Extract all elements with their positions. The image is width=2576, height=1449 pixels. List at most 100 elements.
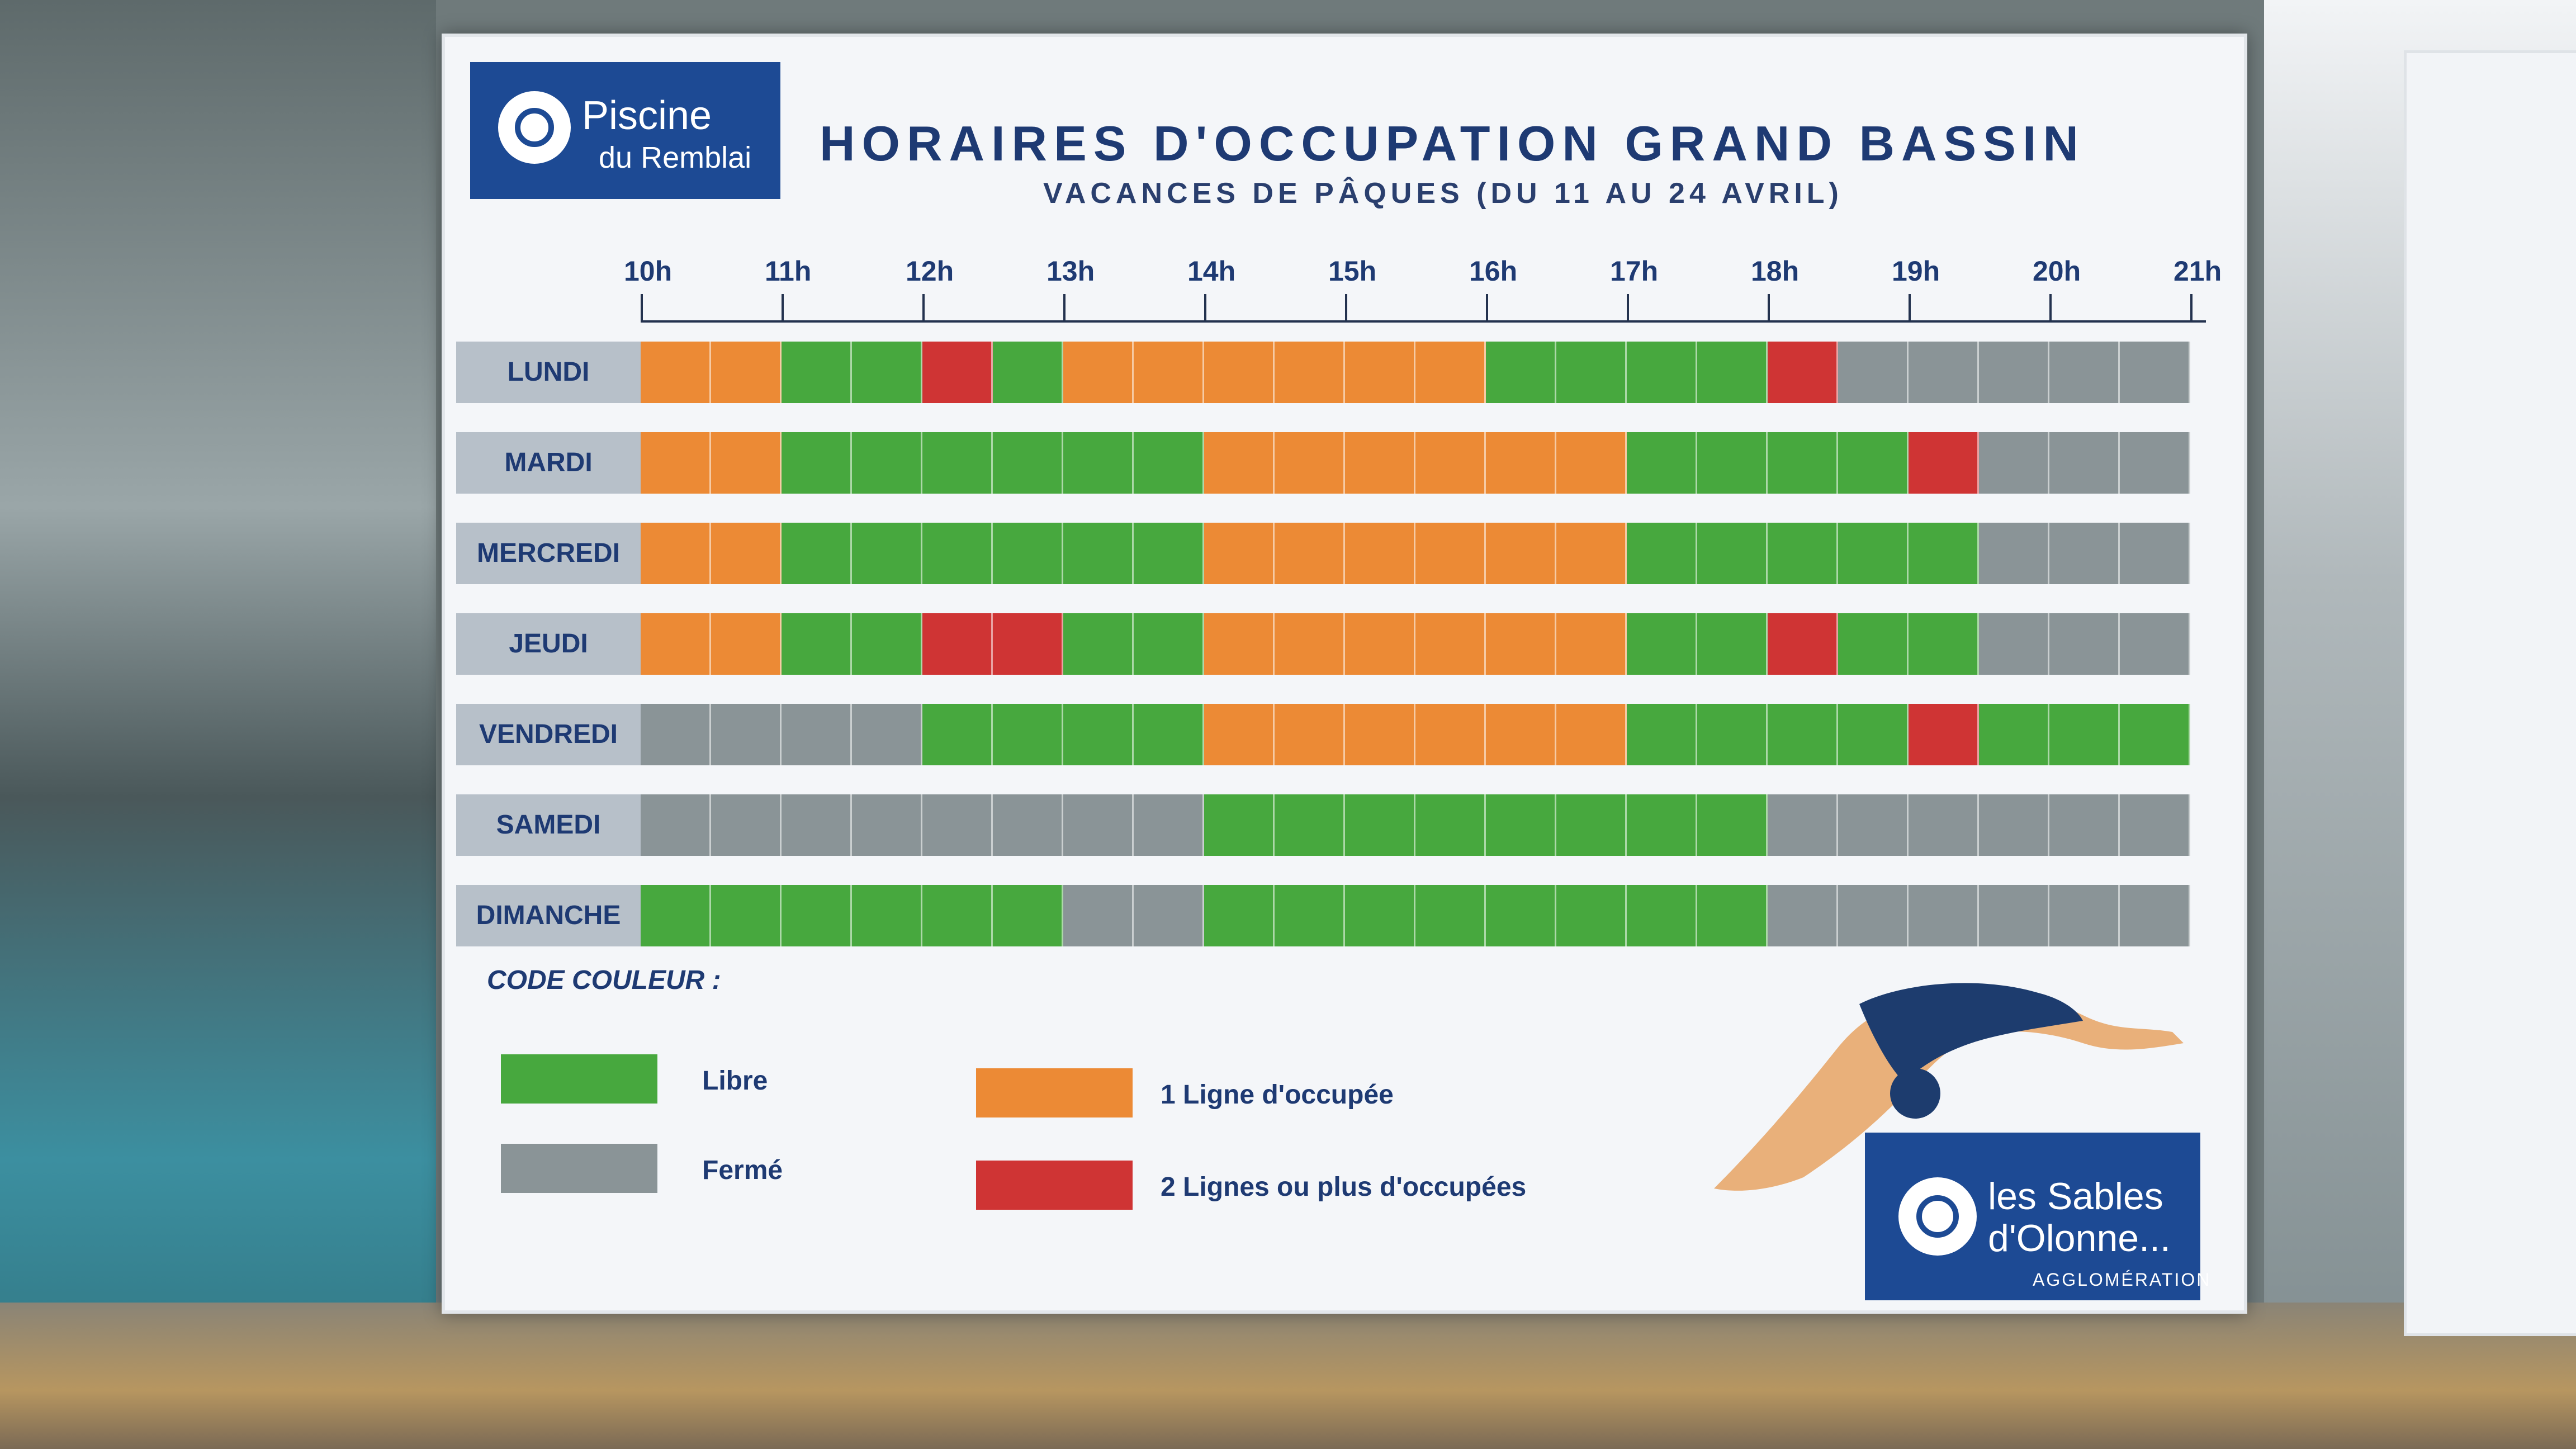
slot-cell bbox=[1204, 704, 1275, 765]
slot-cell bbox=[922, 794, 993, 856]
slot-cell bbox=[1768, 704, 1838, 765]
slot-cell bbox=[1909, 613, 1979, 675]
slot-cell bbox=[1063, 794, 1134, 856]
slot-cell bbox=[1556, 342, 1627, 403]
hour-tick bbox=[1063, 294, 1066, 322]
slot-cell bbox=[1063, 885, 1134, 946]
slot-cell bbox=[782, 794, 852, 856]
slot-cell bbox=[1134, 523, 1204, 584]
hour-label-10h: 10h bbox=[624, 255, 673, 287]
background-pool-left bbox=[0, 0, 436, 1449]
slot-cell bbox=[1909, 794, 1979, 856]
slot-cell bbox=[852, 342, 922, 403]
slot-cell bbox=[852, 432, 922, 494]
hour-label-19h: 19h bbox=[1892, 255, 1940, 287]
slot-cell bbox=[1486, 794, 1556, 856]
slot-cell bbox=[1556, 432, 1627, 494]
swatch-libre bbox=[501, 1054, 657, 1104]
slot-cell bbox=[1275, 432, 1345, 494]
hour-label-13h: 13h bbox=[1046, 255, 1095, 287]
slot-cell bbox=[1345, 342, 1415, 403]
slot-cell bbox=[2049, 432, 2120, 494]
slot-cell bbox=[1415, 704, 1486, 765]
slot-cell bbox=[641, 613, 711, 675]
slot-cell bbox=[1979, 794, 2049, 856]
slot-cell bbox=[922, 613, 993, 675]
slot-cell bbox=[1556, 885, 1627, 946]
slot-cell bbox=[993, 704, 1063, 765]
day-label-mercredi: MERCREDI bbox=[456, 523, 641, 584]
slot-cell bbox=[2120, 704, 2190, 765]
hour-label-16h: 16h bbox=[1469, 255, 1518, 287]
slot-cell bbox=[852, 704, 922, 765]
slot-cell bbox=[852, 523, 922, 584]
slot-cell bbox=[1063, 704, 1134, 765]
slot-cell bbox=[993, 432, 1063, 494]
logo-line1: Piscine bbox=[582, 93, 712, 138]
slot-cell bbox=[711, 885, 782, 946]
adjacent-poster bbox=[2404, 50, 2576, 1336]
slot-cell bbox=[2120, 432, 2190, 494]
slot-cell bbox=[922, 885, 993, 946]
slot-cell bbox=[993, 885, 1063, 946]
slot-cell bbox=[1697, 613, 1768, 675]
hour-label-20h: 20h bbox=[2033, 255, 2081, 287]
slot-cell bbox=[2049, 885, 2120, 946]
logo-icon bbox=[498, 91, 571, 164]
slot-cell bbox=[782, 704, 852, 765]
slot-cell bbox=[1909, 432, 1979, 494]
slot-cell bbox=[1204, 342, 1275, 403]
slot-cell bbox=[1556, 794, 1627, 856]
brand-line3: AGGLOMÉRATION bbox=[2033, 1270, 2212, 1290]
slot-cell bbox=[852, 613, 922, 675]
slot-cell bbox=[922, 523, 993, 584]
slot-cell bbox=[1345, 794, 1415, 856]
hour-tick bbox=[1486, 294, 1488, 322]
poster-title: HORAIRES D'OCCUPATION GRAND BASSIN bbox=[820, 116, 2085, 171]
slot-cell bbox=[1768, 794, 1838, 856]
slot-cell bbox=[2049, 613, 2120, 675]
slot-cell bbox=[922, 704, 993, 765]
legend-ferme: Fermé bbox=[702, 1156, 783, 1185]
slot-cell bbox=[1697, 885, 1768, 946]
slot-cell bbox=[711, 704, 782, 765]
slot-cell bbox=[1345, 885, 1415, 946]
slot-cell bbox=[641, 342, 711, 403]
hour-tick bbox=[1768, 294, 1770, 322]
swatch-ferme bbox=[501, 1144, 657, 1193]
hour-tick bbox=[2190, 294, 2193, 322]
slot-cell bbox=[1556, 704, 1627, 765]
slot-cell bbox=[1204, 794, 1275, 856]
slot-cell bbox=[993, 342, 1063, 403]
hour-tick bbox=[1909, 294, 1911, 322]
slot-cell bbox=[1345, 523, 1415, 584]
hour-tick bbox=[1204, 294, 1206, 322]
slot-cell bbox=[1768, 523, 1838, 584]
slot-cell bbox=[1556, 613, 1627, 675]
hour-tick bbox=[1627, 294, 1629, 322]
slot-cell bbox=[1275, 794, 1345, 856]
slot-cell bbox=[1768, 613, 1838, 675]
slot-cell bbox=[2120, 342, 2190, 403]
slot-cell bbox=[1838, 613, 1909, 675]
agglomeration-logo: les Sables d'Olonne... AGGLOMÉRATION bbox=[1865, 1133, 2209, 1300]
slot-cell bbox=[1415, 523, 1486, 584]
slot-cell bbox=[641, 885, 711, 946]
slot-cell bbox=[1134, 885, 1204, 946]
hour-label-12h: 12h bbox=[906, 255, 954, 287]
swatch-occ1 bbox=[976, 1068, 1133, 1117]
slot-cell bbox=[1486, 704, 1556, 765]
day-label-dimanche: DIMANCHE bbox=[456, 885, 641, 946]
slot-cell bbox=[1627, 704, 1697, 765]
hour-label-14h: 14h bbox=[1187, 255, 1236, 287]
slot-cell bbox=[922, 342, 993, 403]
slot-cell bbox=[1838, 704, 1909, 765]
hour-label-17h: 17h bbox=[1610, 255, 1659, 287]
slot-cell bbox=[993, 613, 1063, 675]
slot-cell bbox=[1345, 613, 1415, 675]
swimmer-illustration bbox=[1714, 983, 2184, 1191]
schedule-poster: Piscine du Remblai HORAIRES D'OCCUPATION… bbox=[442, 34, 2247, 1314]
slot-cell bbox=[711, 523, 782, 584]
slot-cell bbox=[2120, 613, 2190, 675]
slot-cell bbox=[1275, 523, 1345, 584]
